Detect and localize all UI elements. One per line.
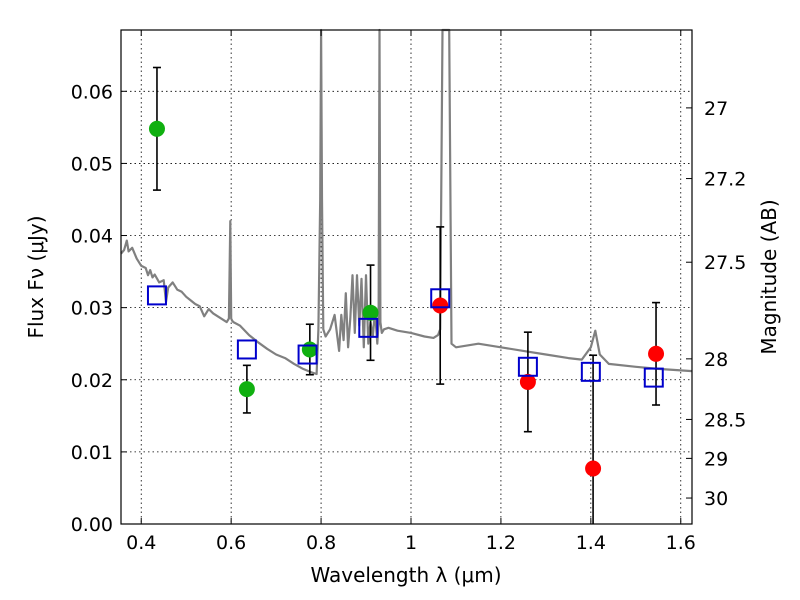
red-data-point xyxy=(648,345,665,362)
model-photometry-square xyxy=(236,339,257,360)
y-tick-label: 0.01 xyxy=(71,442,113,464)
x-tick-label: 1.2 xyxy=(486,532,516,554)
model-photometry-square xyxy=(517,356,538,377)
x-tick-label: 1 xyxy=(405,532,417,554)
y-tick-label: 0.02 xyxy=(71,370,113,392)
right-tick-label: 28 xyxy=(704,349,728,371)
error-bar xyxy=(589,354,598,524)
plot-area-frame xyxy=(120,29,693,525)
y-tick-labels: 0.00 0.01 0.02 0.03 0.04 0.05 0.06 xyxy=(71,81,113,536)
right-tick-label: 27.5 xyxy=(704,252,746,274)
right-tick-label: 27.2 xyxy=(704,169,746,191)
red-data-point xyxy=(585,460,602,477)
green-data-point xyxy=(148,120,165,137)
x-tick-label: 1.4 xyxy=(576,532,606,554)
red-data-point xyxy=(432,297,449,314)
model-photometry-square xyxy=(643,367,664,388)
x-tick-label: 0.4 xyxy=(126,532,156,554)
model-spectrum-line xyxy=(120,28,693,376)
model-photometry-square xyxy=(580,361,601,382)
y-tick-label: 0.04 xyxy=(71,226,113,248)
right-tick-labels: 27 27.2 27.5 28 28.5 29 30 xyxy=(704,98,746,510)
right-tick-label: 29 xyxy=(704,448,728,470)
y-tick-label: 0.03 xyxy=(71,298,113,320)
green-data-point xyxy=(238,381,255,398)
y-tick-label: 0.06 xyxy=(71,81,113,103)
y-tick-label: 0.05 xyxy=(71,153,113,175)
green-data-point xyxy=(301,341,318,358)
markers-layer xyxy=(146,120,665,477)
x-tick-labels: 0.4 0.6 0.8 1 1.2 1.4 1.6 xyxy=(126,532,696,554)
model-photometry-square xyxy=(297,344,318,365)
x-tick-label: 0.6 xyxy=(216,532,246,554)
right-axis-label: Magnitude (AB) xyxy=(757,199,781,354)
model-photometry-square xyxy=(358,317,379,338)
green-data-point xyxy=(362,304,379,321)
right-tick-label: 28.5 xyxy=(704,409,746,431)
tick-marks xyxy=(121,30,692,525)
red-data-point xyxy=(519,373,536,390)
right-tick-label: 30 xyxy=(704,488,728,510)
model-spectrum-layer xyxy=(120,28,693,376)
x-tick-label: 0.8 xyxy=(306,532,336,554)
right-tick-label: 27 xyxy=(704,98,728,120)
y-tick-label: 0.00 xyxy=(71,514,113,536)
model-photometry-square xyxy=(146,285,167,306)
model-photometry-square xyxy=(430,288,451,309)
x-axis-label: Wavelength λ (μm) xyxy=(310,563,501,587)
y-axis-label: Flux Fν (μJy) xyxy=(24,215,48,338)
grid-lines xyxy=(121,30,692,525)
x-tick-label: 1.6 xyxy=(666,532,696,554)
